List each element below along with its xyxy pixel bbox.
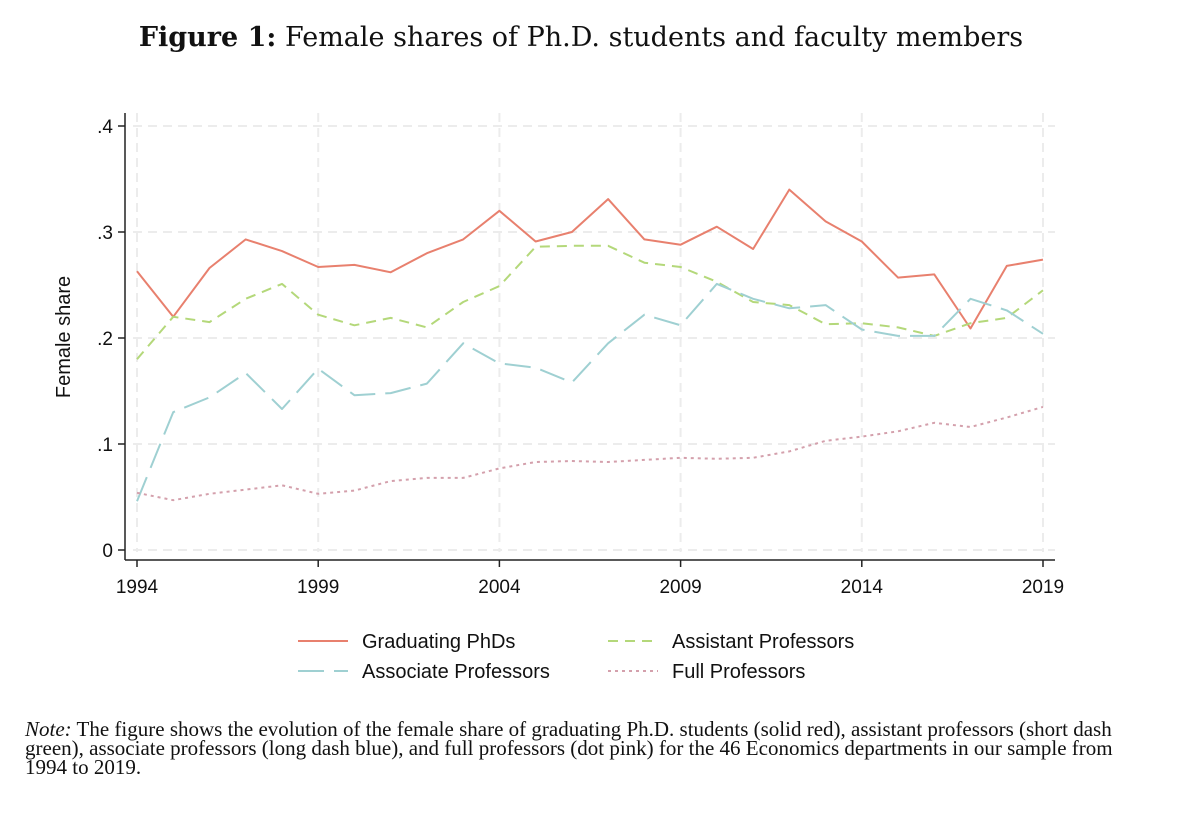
x-tick-label-1999: 1999 — [297, 577, 339, 598]
figure-note: Note: The figure shows the evolution of … — [25, 717, 1150, 779]
series-line-assistant-professors — [136, 244, 1044, 360]
legend-label-assistant-professors: Assistant Professors — [672, 631, 854, 653]
x-tick-label-2019: 2019 — [1022, 577, 1064, 598]
y-axis-title: Female share — [53, 276, 75, 398]
x-tick-label-2014: 2014 — [841, 577, 884, 598]
series-line-full-professors — [136, 405, 1044, 502]
figure-number: Figure 1: — [138, 22, 277, 53]
y-tick-label-3: .3 — [97, 223, 113, 244]
y-tick-label-4: .4 — [97, 117, 113, 138]
y-tick-label-1: .1 — [97, 435, 113, 456]
series-lines — [136, 188, 1044, 502]
note-text: The figure shows the evolution of the fe… — [25, 717, 1113, 779]
line-chart: 0 .1 .2 .3 .4 1994 1999 2004 2009 2014 2019 Female … — [53, 113, 1064, 683]
figure-title: Figure 1: Female shares of Ph.D. student… — [0, 22, 1162, 53]
legend-label-full-professors: Full Professors — [672, 661, 805, 683]
y-tick-label-0: 0 — [102, 541, 113, 562]
y-tick-label-2: .2 — [97, 329, 113, 350]
x-tick-label-1994: 1994 — [116, 577, 159, 598]
series-line-graduating-phds — [136, 188, 1044, 330]
legend-label-graduating-phds: Graduating PhDs — [362, 631, 515, 653]
figure-caption: Female shares of Ph.D. students and facu… — [284, 22, 1024, 53]
legend: Graduating PhDs Assistant Professors Assoc… — [298, 631, 854, 683]
legend-label-associate-professors: Associate Professors — [362, 661, 550, 683]
x-tick-label-2004: 2004 — [478, 577, 521, 598]
x-tick-label-2009: 2009 — [659, 577, 701, 598]
series-line-associate-professors — [136, 282, 1044, 502]
note-label: Note: — [25, 717, 72, 741]
axes: 0 .1 .2 .3 .4 1994 1999 2004 2009 2014 2019 Female … — [53, 113, 1064, 598]
grid-lines — [133, 113, 1055, 552]
